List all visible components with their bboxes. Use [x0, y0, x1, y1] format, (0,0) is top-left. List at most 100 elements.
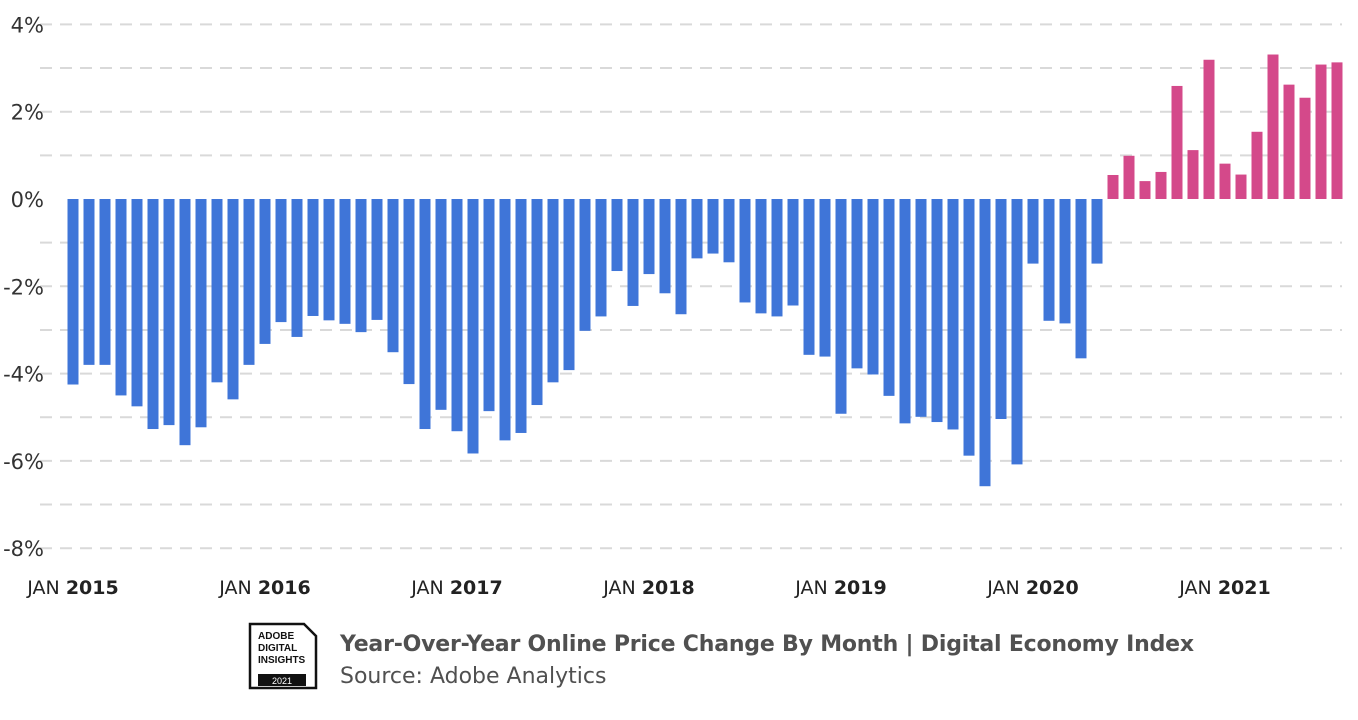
chart-title: Year-Over-Year Online Price Change By Mo…: [340, 632, 1194, 657]
bar-2015-04: [115, 199, 127, 396]
bar-2018-11: [803, 199, 815, 355]
svg-text:ADOBE: ADOBE: [258, 631, 294, 642]
bar-2016-06: [339, 199, 351, 324]
bar-2015-09: [195, 199, 207, 428]
x-tick-label: JAN 2019: [794, 577, 886, 599]
bar-2019-11: [995, 199, 1007, 419]
y-axis: 4% 2% 0% -2% -4% -6% -8%: [3, 13, 44, 561]
bar-2021-02: [1235, 174, 1247, 199]
bar-2017-03: [483, 199, 495, 412]
adobe-digital-insights-logo: ADOBE DIGITAL INSIGHTS 2021: [248, 622, 318, 690]
bar-2017-10: [595, 199, 607, 317]
bar-2016-04: [307, 199, 319, 316]
bar-2021-07: [1315, 64, 1327, 199]
bar-2020-02: [1043, 199, 1055, 321]
bar-2015-03: [99, 199, 111, 365]
bar-2016-09: [387, 199, 399, 353]
bar-2021-01: [1219, 163, 1231, 199]
bar-2017-08: [563, 199, 575, 371]
bar-2019-07: [931, 199, 943, 423]
x-axis: JAN 2015 JAN 2016 JAN 2017 JAN 2018 JAN 2019…: [26, 577, 1270, 599]
bar-2021-08: [1331, 62, 1343, 199]
bar-2019-09: [963, 199, 975, 456]
bar-2017-12: [627, 199, 639, 306]
svg-text:INSIGHTS: INSIGHTS: [258, 655, 306, 666]
bar-2021-03: [1251, 131, 1263, 199]
bar-2016-03: [291, 199, 303, 337]
x-tick-label: JAN 2018: [602, 577, 694, 599]
bar-2017-09: [579, 199, 591, 331]
bar-2017-01: [451, 199, 463, 432]
chart-source: Source: Adobe Analytics: [340, 664, 607, 689]
bar-2020-05: [1091, 199, 1103, 264]
bar-2016-01: [259, 199, 271, 344]
bar-2019-12: [1011, 199, 1023, 465]
bar-2020-12: [1203, 59, 1215, 199]
bar-2019-06: [915, 199, 927, 417]
bar-2016-12: [435, 199, 447, 410]
bar-2017-04: [499, 199, 511, 441]
bar-2017-11: [611, 199, 623, 272]
bar-2018-06: [723, 199, 735, 263]
svg-text:DIGITAL: DIGITAL: [258, 643, 297, 654]
bar-2016-05: [323, 199, 335, 321]
bar-2015-02: [83, 199, 95, 365]
bar-2018-10: [787, 199, 799, 306]
bar-2018-12: [819, 199, 831, 357]
bar-2015-07: [163, 199, 175, 426]
bar-2016-07: [355, 199, 367, 333]
bar-2017-07: [547, 199, 559, 383]
bar-2018-07: [739, 199, 751, 303]
bar-2015-05: [131, 199, 143, 407]
bar-2019-04: [883, 199, 895, 396]
svg-text:2021: 2021: [272, 676, 292, 686]
bar-2019-02: [851, 199, 863, 369]
x-tick-label: JAN 2016: [218, 577, 310, 599]
bar-2020-11: [1187, 150, 1199, 199]
bar-2018-05: [707, 199, 719, 254]
gridlines: [40, 23, 1342, 550]
bar-2020-03: [1059, 199, 1071, 324]
y-tick-label: 0%: [11, 188, 44, 212]
bar-2020-06: [1107, 174, 1119, 199]
bar-2021-06: [1299, 97, 1311, 199]
y-tick-label: -6%: [3, 450, 44, 474]
bar-2015-12: [243, 199, 255, 365]
y-tick-label: -8%: [3, 537, 44, 561]
bar-2021-05: [1283, 84, 1295, 199]
bar-2018-03: [675, 199, 687, 315]
bar-2016-11: [419, 199, 431, 430]
bar-2017-05: [515, 199, 527, 433]
bar-2019-03: [867, 199, 879, 375]
bar-2020-07: [1123, 155, 1135, 199]
bar-2020-10: [1171, 85, 1183, 199]
y-tick-label: -2%: [3, 275, 44, 299]
y-tick-label: 4%: [11, 13, 44, 37]
bar-2018-09: [771, 199, 783, 317]
x-tick-label: JAN 2017: [410, 577, 502, 599]
bar-2018-08: [755, 199, 767, 314]
bar-2017-06: [531, 199, 543, 406]
x-tick-label: JAN 2021: [1178, 577, 1270, 599]
bar-2021-04: [1267, 54, 1279, 200]
bar-2016-02: [275, 199, 287, 323]
bar-2017-02: [467, 199, 479, 454]
bar-2015-06: [147, 199, 159, 430]
bar-2016-08: [371, 199, 383, 320]
bar-2018-01: [643, 199, 655, 275]
bar-2020-08: [1139, 181, 1151, 199]
bar-2015-11: [227, 199, 239, 400]
bar-2019-01: [835, 199, 847, 414]
bar-2015-08: [179, 199, 191, 446]
bar-2018-04: [691, 199, 703, 259]
bar-2018-02: [659, 199, 671, 294]
bar-2016-10: [403, 199, 415, 385]
bar-2020-01: [1027, 199, 1039, 264]
x-tick-label: JAN 2020: [986, 577, 1078, 599]
bar-2015-10: [211, 199, 223, 383]
bar-2019-08: [947, 199, 959, 430]
x-tick-label: JAN 2015: [26, 577, 118, 599]
bar-2015-01: [67, 199, 79, 385]
bars: [67, 54, 1343, 487]
y-tick-label: -4%: [3, 363, 44, 387]
